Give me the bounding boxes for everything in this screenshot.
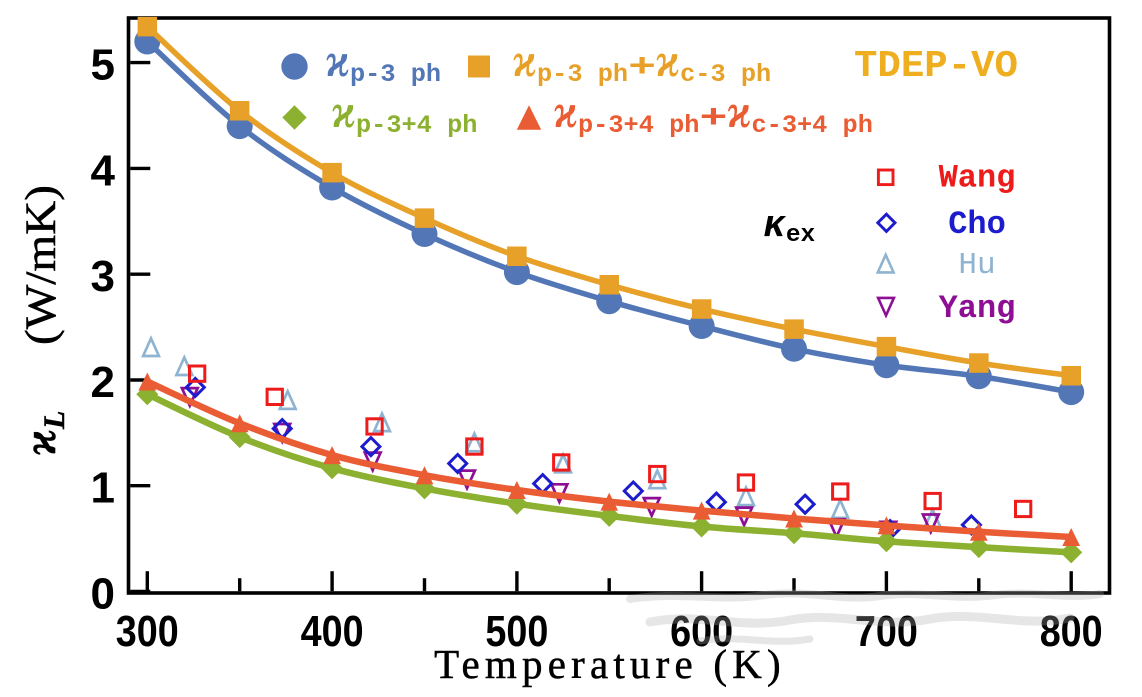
svg-text:1: 1 (91, 464, 115, 513)
svg-text:Cho: Cho (948, 206, 1006, 243)
svg-text:Wang: Wang (939, 159, 1016, 196)
svg-text:2: 2 (91, 358, 115, 407)
svg-text:ϰp-3+4 ph​+ϰc-3+4 ph​: ϰp-3+4 ph​+ϰc-3+4 ph​ (554, 85, 873, 140)
svg-text:TDEP-VO: TDEP-VO (854, 45, 1018, 88)
svg-text:400: 400 (301, 607, 364, 656)
svg-text:κex: κex (763, 205, 816, 249)
svg-text:0: 0 (91, 570, 115, 619)
svg-text:3: 3 (91, 252, 115, 301)
svg-text:300: 300 (116, 607, 179, 656)
svg-text:ϰL(W/mK): ϰL(W/mK) (14, 185, 71, 455)
svg-text:800: 800 (1040, 607, 1103, 656)
svg-text:500: 500 (485, 607, 548, 656)
svg-text:600: 600 (670, 607, 733, 656)
svg-text:ϰp-3 ph​+ϰc-3 ph​: ϰp-3 ph​+ϰc-3 ph​ (513, 34, 771, 89)
svg-text:ϰp-3+4 ph​: ϰp-3+4 ph​ (332, 85, 477, 140)
svg-text:5: 5 (91, 41, 115, 90)
svg-text:Yang: Yang (939, 290, 1016, 327)
svg-text:4: 4 (91, 146, 116, 195)
svg-text:Hu: Hu (958, 248, 995, 283)
svg-text:700: 700 (855, 607, 918, 656)
svg-text:Temperature (K): Temperature (K) (434, 641, 786, 687)
svg-text:ϰp-3 ph​: ϰp-3 ph​ (326, 34, 441, 89)
